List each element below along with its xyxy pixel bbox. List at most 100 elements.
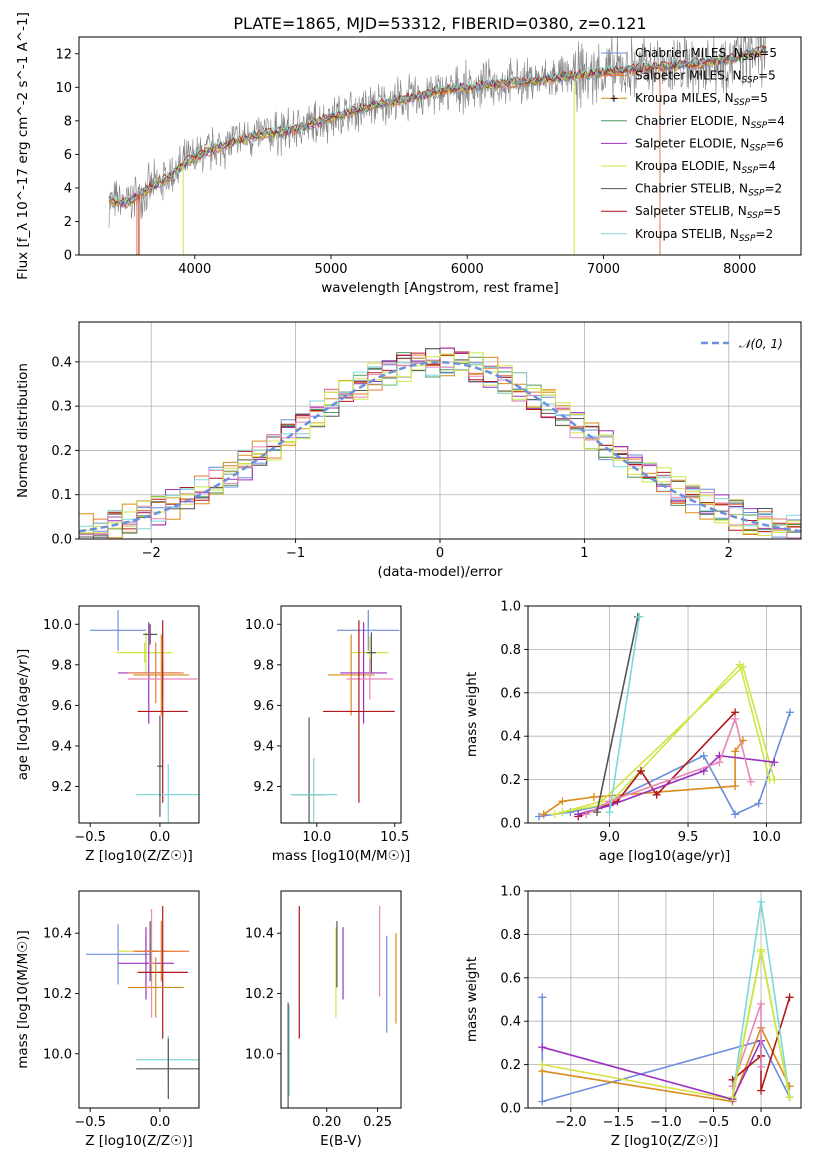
y-tick-label: 10.0 [245,1047,274,1062]
x-tick-label: −1.0 [650,1115,682,1130]
y-axis-label: mass weight [464,957,480,1042]
x-tick-label: −0.5 [74,830,106,845]
y-tick-label: 1.0 [500,885,521,900]
weight-point-marker [785,993,794,1002]
plot-area [287,906,397,1108]
y-tick-label: 9.2 [253,780,274,795]
legend-subscript: SSP [751,121,768,131]
weight-point-marker [757,1062,766,1071]
legend-subscript: SSP [747,211,764,221]
y-tick-label: 0 [64,249,72,264]
x-tick-label: −0.5 [74,1115,106,1130]
legend-marker: + [609,92,618,105]
y-tick-label: 9.8 [253,658,274,673]
x-tick-label: 4000 [178,262,211,277]
weight-point-marker [582,810,591,819]
y-tick-label: 0.4 [51,355,72,370]
x-tick-label: 6000 [451,262,484,277]
x-tick-label: 5000 [314,262,347,277]
axes-frame [527,890,802,1109]
weight-series-line [596,616,639,813]
panel-mass_vs_Z: −0.5 0.0 10.0 10.2 10.4 Z [log10(Z/Z☉)] mass [… [15,890,200,1149]
weight-point-marker [539,810,548,819]
weight-series-line [543,740,744,815]
weight-point-marker [731,810,740,819]
x-tick-label: 1 [580,546,588,561]
x-tick-label: 8000 [723,262,756,277]
panel-weight_vs_age: 9.0 9.5 10.0 0.0 0.2 0.4 0.6 0.8 1.0 age [log10(a… [464,600,802,864]
histogram-step [79,352,801,534]
weight-point-marker [757,1086,766,1095]
x-axis-label: Z [log10(Z/Z☉)] [85,848,193,864]
weight-point-marker [699,751,708,760]
x-tick-label: −2 [142,546,161,561]
weight-point-marker [765,775,774,784]
x-tick-label: 0 [436,546,444,561]
y-tick-label: 0.2 [500,773,521,788]
x-axis-label: Z [log10(Z/Z☉)] [611,1133,719,1149]
y-tick-label: 10.4 [245,927,274,942]
legend-suffix: =5 [750,91,768,105]
panel-residuals: −2 −1 0 1 2 0.0 0.1 0.2 0.3 0.4 (data-model)/error… [15,321,802,580]
x-tick-label: 9.0 [599,830,620,845]
histogram-step [79,352,801,534]
x-axis-label: wavelength [Angstrom, rest frame] [321,280,559,296]
panel-age_vs_mass: 10.0 10.5 9.2 9.4 9.6 9.8 10.0 mass [log10(M/M☉… [245,605,410,864]
x-tick-label: 0.0 [150,1115,171,1130]
x-tick-label: 9.5 [678,830,699,845]
weight-series-line [554,665,776,816]
y-tick-label: 10.0 [43,618,72,633]
y-axis-label: age [log10(age/yr)] [15,649,31,781]
axes-frame [280,890,402,1109]
legend-label: Salpeter MILES, NSSP=5 [635,69,776,86]
weight-point-marker [538,993,547,1002]
plot-area [534,612,795,821]
weight-point-marker [538,1043,547,1052]
histogram-step [79,362,801,539]
legend-suffix: =4 [758,159,776,173]
y-tick-label: 9.2 [51,780,72,795]
weight-point-marker [728,1093,737,1102]
x-tick-label: 7000 [587,262,620,277]
legend-label: 𝒩(0, 1) [739,337,783,351]
legend-label: Kroupa STELIB, NSSP=2 [635,227,773,244]
legend-subscript: SSP [749,143,766,153]
axes-frame [78,321,802,540]
y-tick-label: 8 [64,114,72,129]
legend-label: Chabrier ELODIE, NSSP=4 [635,114,785,131]
y-tick-label: 0.2 [500,1058,521,1073]
weight-point-marker [534,812,543,821]
weight-point-marker [786,708,795,717]
y-tick-label: 9.4 [253,739,274,754]
y-tick-label: 0.8 [500,928,521,943]
x-tick-label: −1.5 [603,1115,635,1130]
y-axis-label: mass [log10(M/M☉)] [15,930,31,1069]
legend-suffix: =4 [767,114,785,128]
x-tick-label: 0.25 [363,1115,392,1130]
y-axis-label: Normed distribution [15,363,31,498]
y-tick-label: 10 [55,81,72,96]
plot-area [79,347,801,539]
y-tick-label: 1.0 [500,600,521,615]
legend-suffix: =5 [758,69,776,83]
weight-point-marker [754,799,763,808]
legend-label: Chabrier STELIB, NSSP=2 [635,182,782,199]
y-tick-label: 9.6 [253,699,274,714]
weight-point-marker [715,758,724,767]
axes-frame [78,36,802,256]
weight-point-marker [636,766,645,775]
legend-label: Salpeter STELIB, NSSP=5 [635,204,781,221]
weight-point-marker [746,777,755,786]
legend-suffix: =2 [755,227,773,241]
y-tick-label: 0.1 [51,488,72,503]
y-tick-label: 10.0 [43,1047,72,1062]
weight-series-line [731,997,791,1091]
weight-point-marker [558,797,567,806]
weight-series-line [542,1025,791,1103]
weight-point-marker [770,758,779,767]
y-tick-label: 10.2 [43,987,72,1002]
weight-point-marker [538,1060,547,1069]
x-axis-label: (data-model)/error [377,564,503,580]
panel-age_vs_Z: −0.5 0.0 9.2 9.4 9.6 9.8 10.0 Z [log10(Z/Z☉)] ag… [15,605,200,864]
legend-label: Salpeter ELODIE, NSSP=6 [635,136,784,153]
